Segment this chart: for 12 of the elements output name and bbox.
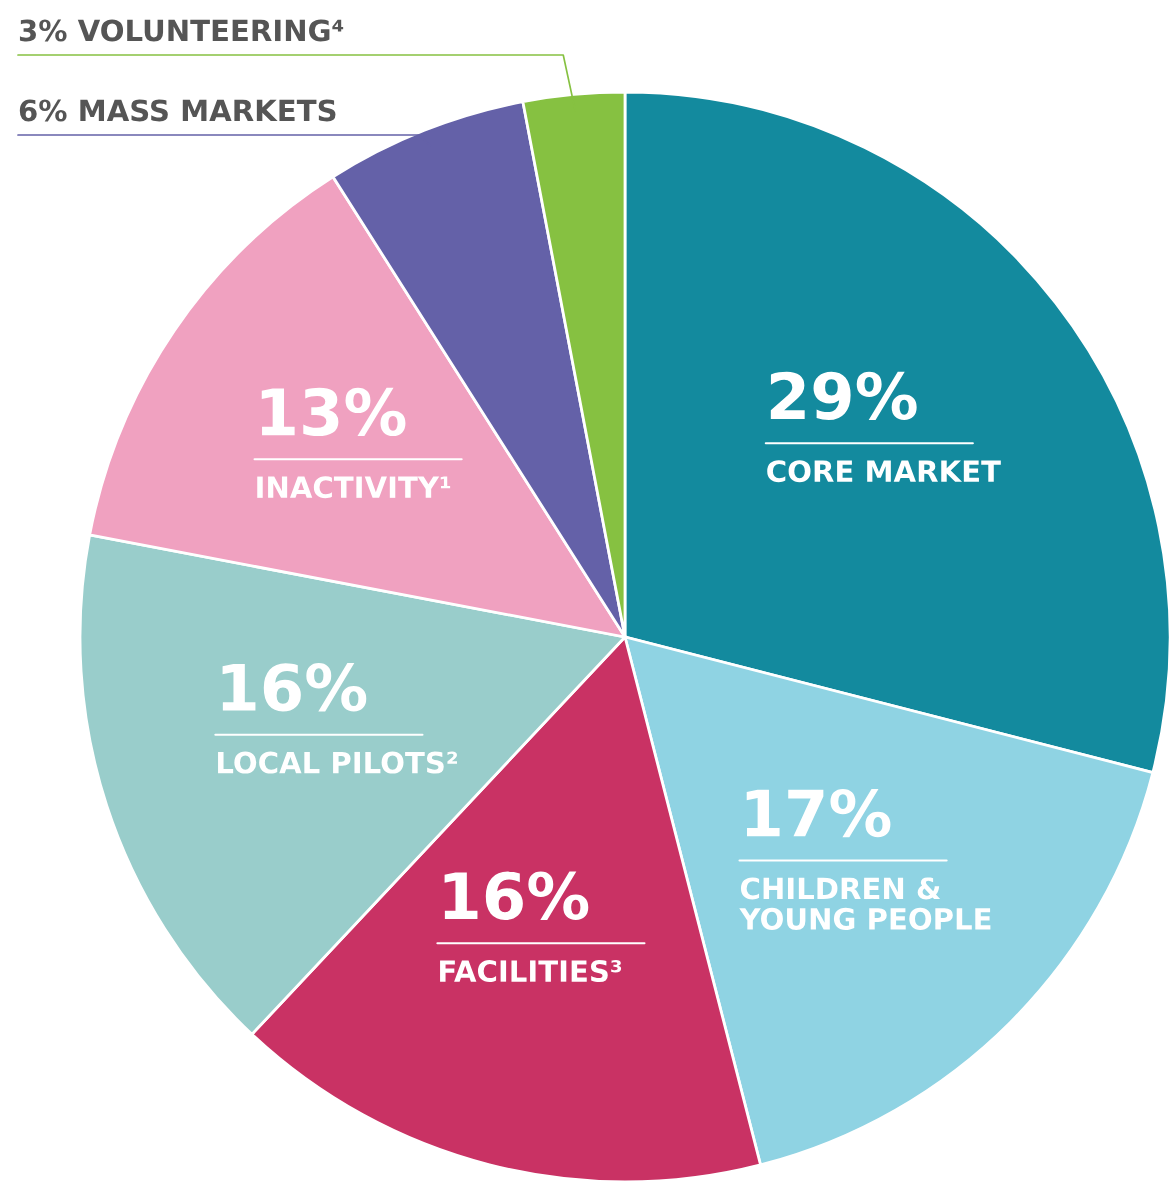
slice-label: 6% MASS MARKETS [19, 99, 336, 122]
data-label: 16% [444, 871, 589, 920]
slice-label: CORE MARKET [767, 460, 1001, 483]
slice-label: INACTIVITY¹ [257, 476, 451, 499]
data-label: 29% [770, 371, 917, 420]
slice-label: FACILITIES³ [440, 960, 622, 983]
slice-label: CHILDREN & YOUNG PEOPLE [739, 877, 991, 930]
slice-label: 3% VOLUNTEERING⁴ [19, 19, 344, 42]
data-label: 16% [222, 663, 367, 712]
data-label: 17% [746, 788, 891, 838]
slice-label: LOCAL PILOTS² [218, 751, 457, 774]
data-label: 13% [261, 387, 406, 437]
